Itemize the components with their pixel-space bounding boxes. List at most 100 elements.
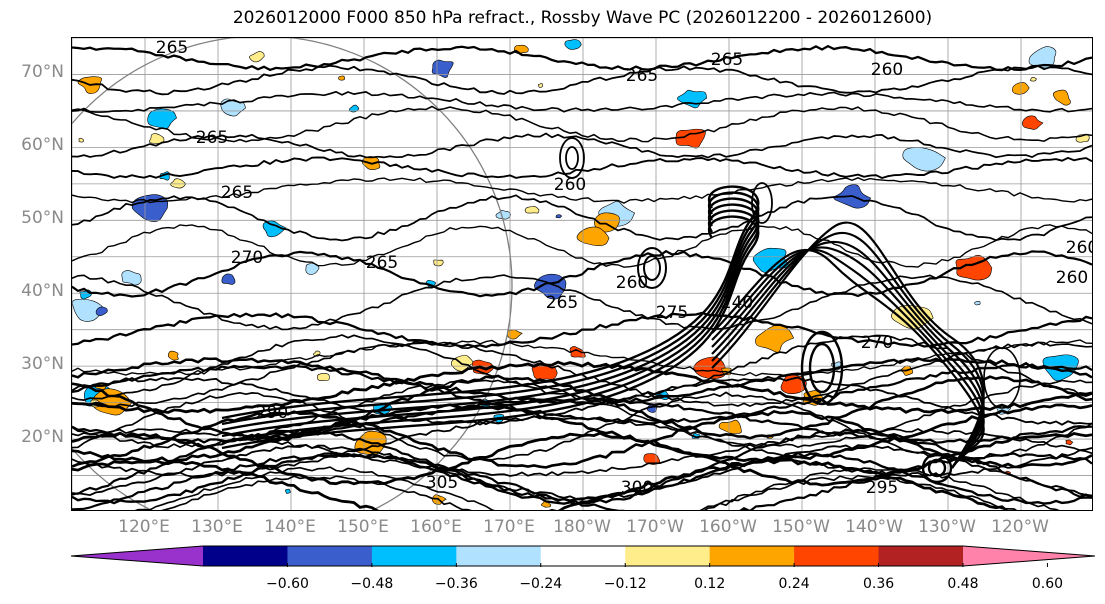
shaded-anomaly: [974, 301, 981, 306]
contour-loop: [565, 146, 579, 170]
lon-label: 150°E: [337, 517, 389, 537]
contour-loop: [800, 330, 844, 406]
lon-label: 130°E: [191, 517, 243, 537]
lat-label: 70°N: [21, 62, 64, 83]
lon-label: 170°W: [626, 517, 684, 537]
jet-contour: [711, 248, 985, 469]
shaded-anomaly: [755, 324, 795, 353]
colorbar-tick-label: 0.12: [694, 576, 726, 592]
jet-contour: [711, 248, 985, 469]
shaded-anomaly: [1030, 76, 1037, 82]
contour-line: [72, 428, 1092, 477]
map-panel: 265 265 265 265 265 265 260 265 260 260 260 270 270 2…: [71, 37, 1093, 511]
jet-contour: [221, 185, 760, 420]
shaded-anomaly: [1065, 439, 1074, 446]
colorbar-segment: [709, 546, 795, 566]
contour-value-label: 265: [221, 183, 253, 203]
shaded-anomaly: [79, 289, 92, 300]
contour-loop: [927, 458, 947, 478]
shaded-anomaly: [170, 178, 187, 189]
contour-line: [72, 44, 1092, 72]
colorbar-extend-min: [71, 546, 203, 566]
shaded-anomaly: [95, 306, 108, 316]
jet-contour: [711, 246, 985, 469]
lon-label: 140°W: [845, 517, 903, 537]
map-title: 2026012000 F000 850 hPa refract., Rossby…: [232, 8, 933, 28]
lon-label: 120°W: [991, 517, 1049, 537]
contour-line: [160, 474, 1018, 510]
shaded-anomaly: [78, 137, 85, 143]
contour-loop: [637, 247, 667, 289]
shaded-anomaly: [167, 350, 179, 361]
contour-value-label: 265: [626, 66, 658, 86]
contour-line: [72, 105, 1092, 143]
contour-value-label: 260: [1056, 268, 1088, 288]
contour-line: [72, 363, 1092, 425]
shaded-anomaly: [121, 270, 142, 286]
colorbar-segment: [456, 546, 542, 566]
lon-label: 160°W: [699, 517, 757, 537]
colorbar-tick-label: 0.48: [947, 576, 979, 592]
colorbar-tick-label: −0.24: [519, 576, 563, 592]
contour-line: [134, 466, 1060, 510]
shaded-anomaly: [718, 419, 742, 434]
shaded-anomaly: [495, 209, 512, 220]
contour-value-label: 275: [656, 303, 688, 323]
contour-value-label: 260: [616, 273, 648, 293]
contour-loop: [983, 347, 1021, 409]
lon-label: 170°E: [483, 517, 535, 537]
colorbar-tick-label: −0.12: [603, 576, 647, 592]
jet-contour: [221, 203, 760, 438]
shaded-anomaly: [284, 488, 291, 494]
contour-loop: [559, 137, 585, 179]
contour-value-label: 260: [554, 175, 586, 195]
contour-value-label: 270: [231, 248, 263, 268]
colorbar-tick-label: −0.36: [434, 576, 478, 592]
contour-loop: [751, 182, 773, 224]
contour-line: [72, 132, 1092, 159]
contour-value-label: 265: [366, 253, 398, 273]
jet-contour: [221, 209, 760, 444]
contour-value-label: 260: [1066, 238, 1093, 258]
contour-value-label: 265: [711, 50, 743, 70]
shaded-anomaly: [147, 108, 177, 130]
contour-value-label: 260: [871, 60, 903, 80]
contour-loop: [808, 342, 836, 394]
shaded-anomaly: [1052, 89, 1071, 106]
contour-line: [72, 409, 1092, 469]
shaded-anomaly: [317, 373, 330, 382]
colorbar-outline: [70, 545, 1096, 567]
shaded-anomaly: [1022, 115, 1044, 130]
shaded-anomaly: [431, 59, 454, 78]
map-canvas: 265 265 265 265 265 265 260 265 260 260 260 270 270 2…: [72, 38, 1093, 510]
lon-label: 130°W: [918, 517, 976, 537]
contour-value-label: 240: [721, 293, 753, 313]
colorbar-tick-label: 0.60: [1031, 576, 1064, 592]
contour-line: [72, 311, 1092, 349]
lon-label: 160°E: [410, 517, 462, 537]
contour-line: [72, 458, 1008, 510]
contour-loop: [643, 255, 661, 281]
shaded-anomaly: [524, 205, 540, 214]
shaded-anomaly: [507, 329, 523, 340]
contour-value-label: 265: [196, 128, 228, 148]
contour-value-label: 265: [546, 293, 578, 313]
shaded-anomaly: [555, 214, 562, 219]
shaded-anomaly: [433, 259, 444, 267]
contour-value-label: 265: [156, 38, 188, 58]
contour-line: [72, 249, 1092, 298]
jet-contour: [221, 215, 760, 450]
lon-label: 140°E: [264, 517, 316, 537]
contour-line: [72, 375, 1092, 426]
lon-label: 150°W: [772, 517, 830, 537]
jet-contour: [221, 191, 760, 426]
contour-value-label: 270: [861, 333, 893, 353]
contour-line: [72, 374, 1092, 440]
contour-value-label: 295: [866, 478, 898, 498]
contour-line: [72, 360, 1092, 414]
refractivity-contours: [72, 44, 1092, 510]
colorbar-segment: [878, 546, 964, 566]
contour-line: [72, 224, 1092, 268]
lat-label: 30°N: [21, 354, 64, 375]
colorbar-tick-label: 0.24: [778, 576, 810, 592]
